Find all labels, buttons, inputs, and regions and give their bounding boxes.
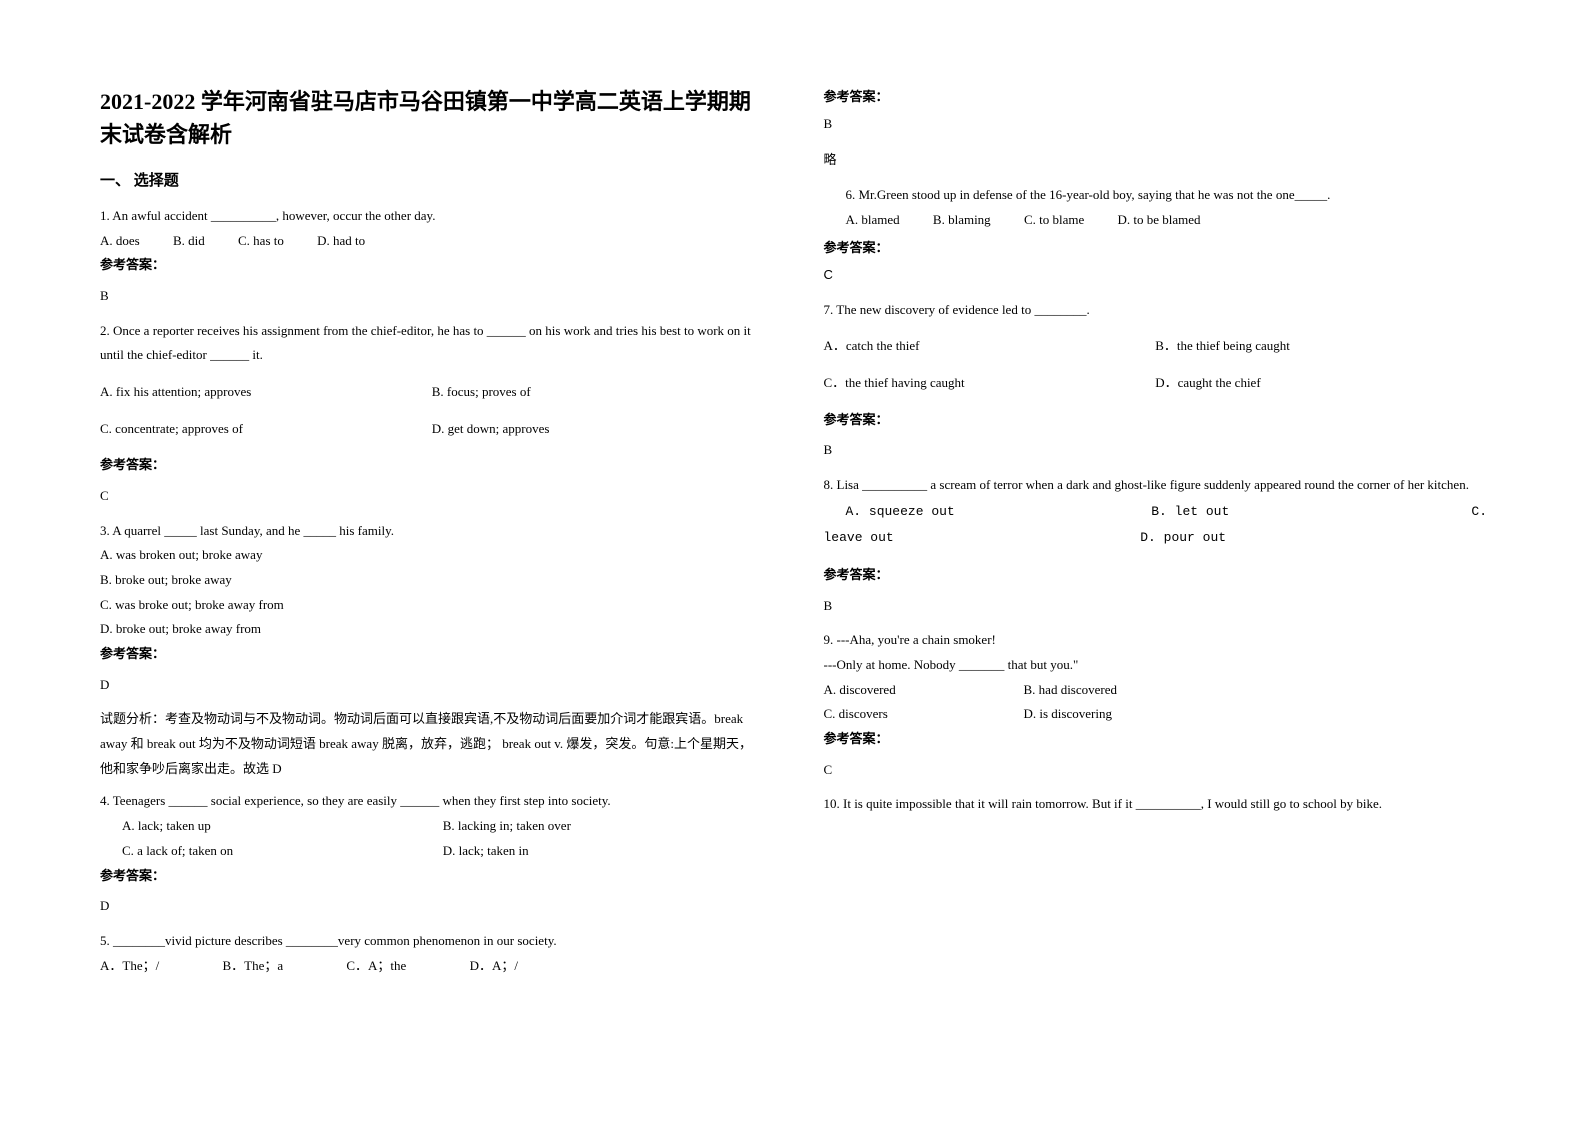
question-text: 6. Mr.Green stood up in defense of the 1… xyxy=(846,183,1488,208)
question-options: A．The；/ B．The；a C．A；the D．A；/ xyxy=(100,954,764,979)
option-d: D. had to xyxy=(317,229,365,254)
option-c: C. a lack of; taken on xyxy=(122,839,443,864)
option-d: D. pour out xyxy=(1140,526,1457,551)
question-text: 3. A quarrel _____ last Sunday, and he _… xyxy=(100,519,764,544)
option-b: B. had discovered xyxy=(1024,678,1118,703)
answer-value: C xyxy=(824,756,1488,785)
option-c-prefix: C. xyxy=(1457,498,1487,527)
question-7: 7. The new discovery of evidence led to … xyxy=(824,298,1488,433)
option-a: A. does xyxy=(100,229,140,254)
question-4: 4. Teenagers ______ social experience, s… xyxy=(100,789,764,888)
document-title: 2021-2022 学年河南省驻马店市马谷田镇第一中学高二英语上学期期末试卷含解… xyxy=(100,85,764,151)
option-c: C. discovers xyxy=(824,702,1024,727)
section-header: 一、 选择题 xyxy=(100,169,764,190)
option-d: D. is discovering xyxy=(1024,702,1112,727)
options-indent: A. lack; taken up B. lacking in; taken o… xyxy=(100,814,764,863)
question-analysis: 试题分析：考查及物动词与不及物动词。物动词后面可以直接跟宾语,不及物动词后面要加… xyxy=(100,707,764,781)
option-a: A. fix his attention; approves xyxy=(100,380,432,405)
question-options-row: C. a lack of; taken on D. lack; taken in xyxy=(122,839,764,864)
answer-note: 略 xyxy=(824,146,1488,175)
option-d: D. broke out; broke away from xyxy=(100,617,764,642)
option-a: A. was broken out; broke away xyxy=(100,543,764,568)
right-column: 参考答案： B 略 6. Mr.Green stood up in defens… xyxy=(824,85,1488,982)
option-b: B．the thief being caught xyxy=(1155,334,1487,359)
spacer xyxy=(1457,526,1487,551)
option-d: D. to be blamed xyxy=(1117,208,1200,233)
option-c: C．the thief having caught xyxy=(824,371,1156,396)
option-b: B. lacking in; taken over xyxy=(443,814,764,839)
question-text: 7. The new discovery of evidence led to … xyxy=(824,298,1488,323)
question-text: 8. Lisa __________ a scream of terror wh… xyxy=(824,473,1488,498)
question-options: A. blamed B. blaming C. to blame D. to b… xyxy=(846,208,1488,233)
question-2: 2. Once a reporter receives his assignme… xyxy=(100,319,764,478)
question-options-row: A. lack; taken up B. lacking in; taken o… xyxy=(122,814,764,839)
question-options-row: C. discovers D. is discovering xyxy=(824,702,1488,727)
option-d: D. lack; taken in xyxy=(443,839,764,864)
option-a: A. lack; taken up xyxy=(122,814,443,839)
question-options-row: C. concentrate; approves of D. get down;… xyxy=(100,417,764,442)
question-text: 5. ________vivid picture describes _____… xyxy=(100,929,764,954)
option-b: B. broke out; broke away xyxy=(100,568,764,593)
question-text: 2. Once a reporter receives his assignme… xyxy=(100,319,764,368)
answer-label: 参考答案： xyxy=(100,864,764,889)
option-d: D. get down; approves xyxy=(432,417,764,442)
option-d: D．caught the chief xyxy=(1155,371,1487,396)
answer-label: 参考答案： xyxy=(824,727,1488,752)
question-9: 9. ---Aha, you're a chain smoker! ---Onl… xyxy=(824,628,1488,751)
answer-label: 参考答案： xyxy=(824,236,1488,261)
option-c: C. concentrate; approves of xyxy=(100,417,432,442)
answer-label: 参考答案： xyxy=(100,253,764,278)
answer-value: D xyxy=(100,892,764,921)
question-text: 1. An awful accident __________, however… xyxy=(100,204,764,229)
question-1: 1. An awful accident __________, however… xyxy=(100,204,764,278)
question-text: 4. Teenagers ______ social experience, s… xyxy=(100,789,764,814)
answer-label: 参考答案： xyxy=(100,642,764,667)
question-10: 10. It is quite impossible that it will … xyxy=(824,792,1488,817)
question-options-row: A. fix his attention; approves B. focus;… xyxy=(100,380,764,405)
option-a: A. discovered xyxy=(824,678,1024,703)
answer-value: D xyxy=(100,671,764,700)
answer-label: 参考答案： xyxy=(824,85,1488,110)
answer-value: C xyxy=(824,261,1488,290)
option-c: leave out xyxy=(824,526,1141,551)
option-a: A．catch the thief xyxy=(824,334,1156,359)
option-a: A．The；/ xyxy=(100,954,159,979)
question-options-row: C．the thief having caught D．caught the c… xyxy=(824,371,1488,396)
question-text: ---Only at home. Nobody _______ that but… xyxy=(824,653,1488,678)
question-3: 3. A quarrel _____ last Sunday, and he _… xyxy=(100,519,764,667)
answer-label: 参考答案： xyxy=(824,563,1488,588)
question-6: 6. Mr.Green stood up in defense of the 1… xyxy=(824,183,1488,232)
option-b: B. let out xyxy=(1151,498,1457,527)
option-a: A. blamed xyxy=(846,208,900,233)
question-text: 9. ---Aha, you're a chain smoker! xyxy=(824,628,1488,653)
option-b: B. blaming xyxy=(933,208,991,233)
question-options-row: A. discovered B. had discovered xyxy=(824,678,1488,703)
page-container: 2021-2022 学年河南省驻马店市马谷田镇第一中学高二英语上学期期末试卷含解… xyxy=(100,85,1487,982)
question-text: 10. It is quite impossible that it will … xyxy=(824,792,1488,817)
option-c: C. has to xyxy=(238,229,284,254)
left-column: 2021-2022 学年河南省驻马店市马谷田镇第一中学高二英语上学期期末试卷含解… xyxy=(100,85,764,982)
answer-label: 参考答案： xyxy=(824,408,1488,433)
answer-value: B xyxy=(824,592,1488,621)
question-options: A. does B. did C. has to D. had to xyxy=(100,229,764,254)
option-b: B. focus; proves of xyxy=(432,380,764,405)
option-b: B. did xyxy=(173,229,205,254)
option-b: B．The；a xyxy=(222,954,283,979)
answer-value: C xyxy=(100,482,764,511)
answer-label: 参考答案： xyxy=(100,453,764,478)
option-c: C. to blame xyxy=(1024,208,1084,233)
question-8: 8. Lisa __________ a scream of terror wh… xyxy=(824,473,1488,588)
question-options-row: leave out D. pour out xyxy=(824,526,1488,551)
question-options-row: A．catch the thief B．the thief being caug… xyxy=(824,334,1488,359)
question-5: 5. ________vivid picture describes _____… xyxy=(100,929,764,978)
option-a: A. squeeze out xyxy=(824,498,1152,527)
question-options-row: A. squeeze out B. let out C. xyxy=(824,498,1488,527)
answer-value: B xyxy=(824,110,1488,139)
option-d: D．A；/ xyxy=(470,954,518,979)
answer-value: B xyxy=(824,436,1488,465)
option-c: C．A；the xyxy=(346,954,406,979)
option-c: C. was broke out; broke away from xyxy=(100,593,764,618)
answer-value: B xyxy=(100,282,764,311)
